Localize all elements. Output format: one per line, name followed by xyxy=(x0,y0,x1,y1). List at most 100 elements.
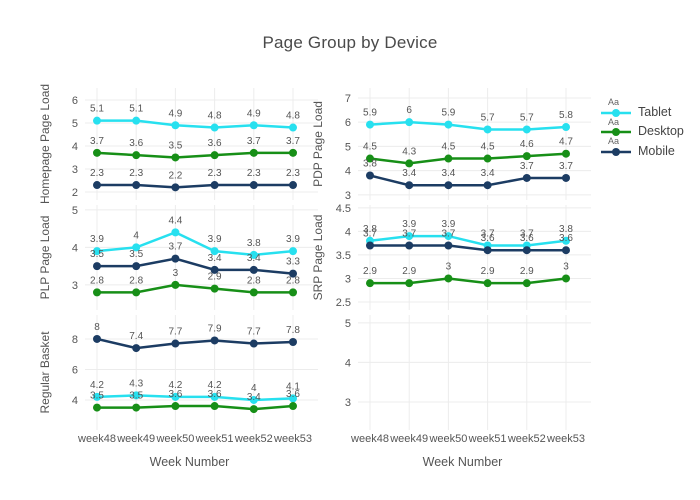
mobile-marker[interactable] xyxy=(562,246,570,255)
data-label: 2.9 xyxy=(481,266,495,277)
tablet-marker[interactable] xyxy=(562,236,570,245)
y-tick-label: 5 xyxy=(72,205,78,217)
tablet-marker[interactable] xyxy=(405,118,414,127)
mobile-marker[interactable] xyxy=(210,265,219,274)
desktop-marker[interactable] xyxy=(405,279,414,288)
desktop-marker[interactable] xyxy=(366,154,374,163)
tablet-marker[interactable] xyxy=(210,123,219,132)
desktop-marker[interactable] xyxy=(171,280,180,289)
desktop-marker[interactable] xyxy=(444,154,453,163)
tablet-marker[interactable] xyxy=(210,392,219,401)
mobile-marker[interactable] xyxy=(132,344,141,353)
desktop-marker[interactable] xyxy=(366,279,374,288)
desktop-marker[interactable] xyxy=(210,402,219,411)
desktop-marker[interactable] xyxy=(210,151,219,160)
mobile-marker[interactable] xyxy=(93,334,101,343)
desktop-marker[interactable] xyxy=(171,402,180,411)
mobile-marker[interactable] xyxy=(93,262,101,271)
mobile-marker[interactable] xyxy=(132,262,141,271)
tablet-marker[interactable] xyxy=(444,232,453,241)
tablet-marker[interactable] xyxy=(132,391,141,400)
tablet-marker[interactable] xyxy=(93,247,101,256)
mobile-marker[interactable] xyxy=(249,265,258,274)
desktop-marker[interactable] xyxy=(249,405,258,414)
tablet-marker[interactable] xyxy=(249,250,258,259)
y-tick-label: 7 xyxy=(345,93,351,105)
desktop-marker[interactable] xyxy=(210,284,219,293)
y-tick-label: 6 xyxy=(345,117,351,129)
mobile-marker[interactable] xyxy=(171,183,180,192)
desktop-marker[interactable] xyxy=(289,148,297,157)
tablet-marker[interactable] xyxy=(210,247,219,256)
tablet-marker[interactable] xyxy=(171,228,180,237)
data-label: 3.7 xyxy=(559,161,573,172)
mobile-marker[interactable] xyxy=(405,241,414,250)
mobile-marker[interactable] xyxy=(289,269,297,278)
tablet-marker[interactable] xyxy=(132,243,141,252)
tablet-marker[interactable] xyxy=(483,125,492,134)
desktop-marker[interactable] xyxy=(522,279,531,288)
mobile-marker[interactable] xyxy=(444,241,453,250)
legend-item-desktop[interactable]: Aa Desktop xyxy=(601,117,684,142)
legend-item-tablet[interactable]: Aa Tablet xyxy=(601,98,684,122)
mobile-marker[interactable] xyxy=(249,339,258,348)
desktop-marker[interactable] xyxy=(249,288,258,297)
tablet-marker[interactable] xyxy=(444,120,453,129)
desktop-marker[interactable] xyxy=(562,149,570,158)
y-tick-label: 4 xyxy=(345,166,351,178)
mobile-marker[interactable] xyxy=(171,339,180,348)
desktop-marker[interactable] xyxy=(249,148,258,157)
tablet-marker[interactable] xyxy=(522,125,531,134)
legend-item-mobile[interactable]: Aa Mobile xyxy=(601,137,684,161)
tablet-marker[interactable] xyxy=(289,247,297,256)
desktop-marker[interactable] xyxy=(562,274,570,283)
mobile-marker[interactable] xyxy=(289,181,297,190)
tablet-marker[interactable] xyxy=(405,232,414,241)
mobile-marker[interactable] xyxy=(366,241,374,250)
tablet-marker[interactable] xyxy=(249,395,258,404)
desktop-marker[interactable] xyxy=(522,152,531,161)
mobile-marker[interactable] xyxy=(93,181,101,190)
mobile-marker[interactable] xyxy=(405,181,414,190)
desktop-marker[interactable] xyxy=(483,154,492,163)
desktop-marker[interactable] xyxy=(405,159,414,168)
mobile-marker[interactable] xyxy=(483,246,492,255)
desktop-marker[interactable] xyxy=(483,279,492,288)
tablet-marker[interactable] xyxy=(171,121,180,130)
mobile-marker[interactable] xyxy=(366,171,374,180)
data-label: 3.5 xyxy=(90,391,104,402)
tablet-marker[interactable] xyxy=(249,121,258,130)
tablet-marker[interactable] xyxy=(132,116,141,125)
data-label: 2.9 xyxy=(520,266,534,277)
desktop-marker[interactable] xyxy=(132,288,141,297)
mobile-marker[interactable] xyxy=(210,181,219,190)
tablet-marker[interactable] xyxy=(289,123,297,132)
mobile-marker[interactable] xyxy=(210,336,219,345)
desktop-marker[interactable] xyxy=(289,402,297,411)
mobile-marker[interactable] xyxy=(522,246,531,255)
tablet-marker[interactable] xyxy=(93,392,101,401)
tablet-marker[interactable] xyxy=(171,392,180,401)
desktop-marker[interactable] xyxy=(289,288,297,297)
desktop-marker[interactable] xyxy=(444,274,453,283)
mobile-marker[interactable] xyxy=(249,181,258,190)
desktop-marker[interactable] xyxy=(93,288,101,297)
desktop-marker[interactable] xyxy=(171,153,180,162)
tablet-marker[interactable] xyxy=(366,120,374,129)
desktop-marker[interactable] xyxy=(132,403,141,412)
data-label: 3.6 xyxy=(520,233,534,244)
chart-title: Page Group by Device xyxy=(262,33,438,52)
tablet-marker[interactable] xyxy=(289,394,297,403)
mobile-marker[interactable] xyxy=(483,181,492,190)
mobile-marker[interactable] xyxy=(444,181,453,190)
mobile-marker[interactable] xyxy=(132,181,141,190)
mobile-marker[interactable] xyxy=(562,173,570,182)
desktop-marker[interactable] xyxy=(93,403,101,412)
mobile-marker[interactable] xyxy=(171,254,180,263)
tablet-marker[interactable] xyxy=(562,123,570,132)
mobile-marker[interactable] xyxy=(522,173,531,182)
desktop-marker[interactable] xyxy=(93,148,101,157)
desktop-marker[interactable] xyxy=(132,151,141,160)
mobile-marker[interactable] xyxy=(289,337,297,346)
tablet-marker[interactable] xyxy=(93,116,101,125)
